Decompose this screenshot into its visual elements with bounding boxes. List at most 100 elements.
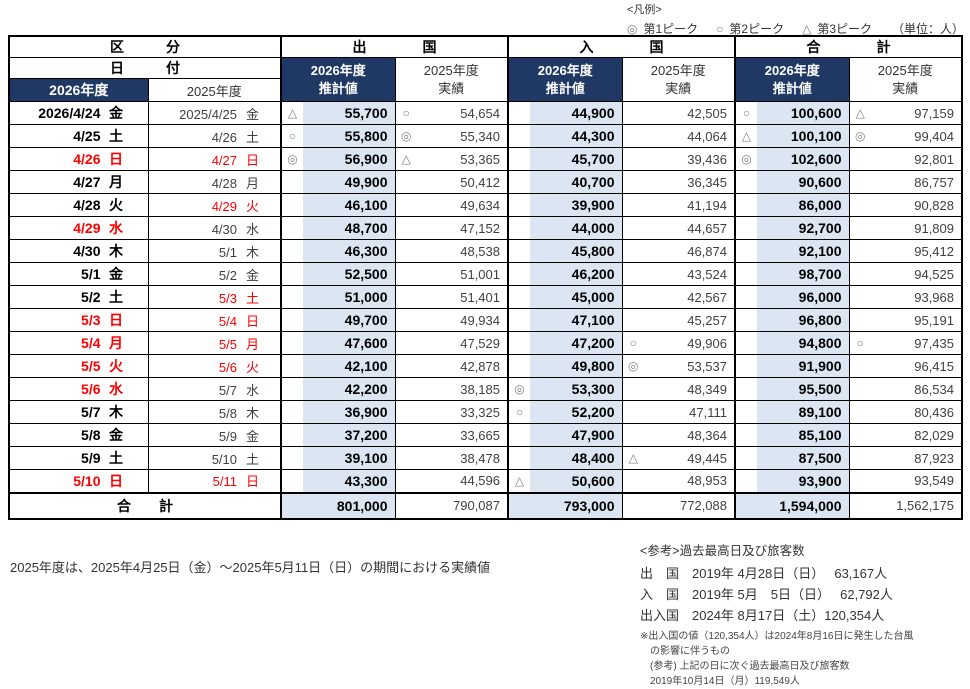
date-2026-cell: 4/26 日	[9, 147, 149, 171]
weekday-text: 土	[245, 290, 259, 306]
peak-symbol	[849, 423, 871, 447]
table-row: 4/25 土 4/26 土 ○ 55,800 ◎ 55,340 44,300 44,064 △ 100…	[9, 124, 963, 148]
peak-symbol: ◎	[735, 147, 757, 171]
peak-symbol: △	[622, 446, 644, 470]
peak-symbol	[395, 354, 417, 378]
date-2026-cell: 5/1 金	[9, 262, 149, 286]
date-2026-cell: 5/5 火	[9, 354, 149, 378]
table-row: 5/4 月 5/5 月 47,600 47,529 47,200 ○ 49,906 94,800 ○…	[9, 331, 963, 355]
estimate-value-cell: 50,600	[530, 469, 623, 493]
estimate-value-cell: 49,700	[303, 308, 396, 332]
weekday-text: 金	[109, 266, 123, 282]
estimate-value-cell: 37,200	[303, 423, 396, 447]
peak-symbol	[508, 239, 530, 263]
date-2026-cell: 4/29 水	[9, 216, 149, 240]
arrival-actual-header: 2025年度 実績	[622, 57, 736, 102]
date-text: 5/8	[218, 405, 237, 421]
peak-symbol	[622, 308, 644, 332]
table-row: 5/5 火 5/6 火 42,100 42,878 49,800 ◎ 53,537 91,900 9…	[9, 354, 963, 378]
date-2026-cell: 5/3 日	[9, 308, 149, 332]
date-2026-cell: 5/7 木	[9, 400, 149, 424]
date-text: 5/1	[81, 266, 101, 282]
act-header-line2: 実績	[665, 80, 692, 96]
actual-value-cell: 41,194	[644, 193, 736, 217]
estimate-value-cell: 55,800	[303, 124, 396, 148]
table-row: 5/8 金 5/9 金 37,200 33,665 47,900 48,364 85,100 82…	[9, 423, 963, 447]
peak-symbol	[735, 469, 757, 493]
date-2026-cell: 5/2 土	[9, 285, 149, 309]
total-label: 合 計	[9, 491, 282, 519]
date-2025-cell: 4/26 土	[148, 124, 282, 148]
date-2026-cell: 2026/4/24 金	[9, 101, 149, 125]
date-2025-cell: 5/2 金	[148, 262, 282, 286]
date-2026-cell: 5/6 水	[9, 377, 149, 401]
header-row-date: 日 付 2026年度 推計値 2025年度 実績 2026年度 推計値 2025年度実…	[9, 57, 963, 102]
table-row: 4/27 月 4/28 月 49,900 50,412 40,700 36,345 90,600…	[9, 170, 963, 194]
peak-symbol: ○	[508, 400, 530, 424]
peak-symbol	[622, 469, 644, 493]
peak-symbol: ◎	[849, 124, 871, 148]
actual-value-cell: 47,111	[644, 400, 736, 424]
estimate-value-cell: 40,700	[530, 170, 623, 194]
peak-symbol	[622, 262, 644, 286]
legend-items: ◎ 第1ピーク ○ 第2ピーク △ 第3ピーク （単位：人）	[627, 20, 964, 37]
date-text: 4/25	[73, 128, 101, 144]
actual-value-cell: 80,436	[871, 400, 963, 424]
actual-value-cell: 94,525	[871, 262, 963, 286]
date-2025-cell: 4/27 日	[148, 147, 282, 171]
estimate-value-cell: 98,700	[757, 262, 850, 286]
estimate-value-cell: 52,200	[530, 400, 623, 424]
actual-value-cell: 55,340	[417, 124, 509, 148]
peak-symbol	[622, 400, 644, 424]
peak-symbol	[508, 147, 530, 171]
peak-symbol	[508, 285, 530, 309]
peak-symbol	[735, 308, 757, 332]
peak-symbol	[395, 331, 417, 355]
actual-value-cell: 50,412	[417, 170, 509, 194]
peak-symbol	[622, 239, 644, 263]
legend-item-label: 第2ピーク	[729, 22, 785, 36]
table-row: 5/1 金 5/2 金 52,500 51,001 46,200 43,524 98,700 94…	[9, 262, 963, 286]
weekday-text: 木	[245, 405, 259, 421]
actual-value-cell: 53,365	[417, 147, 509, 171]
actual-value-cell: 95,412	[871, 239, 963, 263]
peak-symbol	[508, 446, 530, 470]
estimate-value-cell: 42,100	[303, 354, 396, 378]
legend-item-peak2: ○ 第2ピーク	[716, 20, 784, 37]
actual-value-cell: 44,064	[644, 124, 736, 148]
peak-symbol	[849, 354, 871, 378]
estimate-value-cell: 92,700	[757, 216, 850, 240]
est-header-line2: 推計値	[545, 80, 585, 96]
estimate-value-cell: 100,100	[757, 124, 850, 148]
peak-symbol	[735, 400, 757, 424]
peak-symbol	[395, 377, 417, 401]
date-2026-cell: 5/8 金	[9, 423, 149, 447]
actual-value-cell: 92,801	[871, 147, 963, 171]
peak-symbol	[849, 216, 871, 240]
peak-symbol	[849, 193, 871, 217]
actual-value-cell: 49,934	[417, 308, 509, 332]
peak-symbol	[395, 170, 417, 194]
date-text: 4/26	[73, 151, 101, 167]
date-text: 4/27	[211, 152, 237, 168]
peak-symbol: ○	[281, 124, 303, 148]
peak-symbol	[281, 423, 303, 447]
estimate-value-cell: 46,300	[303, 239, 396, 263]
legend-item-peak1: ◎ 第1ピーク	[627, 20, 698, 37]
estimate-value-cell: 44,300	[530, 124, 623, 148]
peak-symbol	[508, 216, 530, 240]
weekday-text: 月	[245, 336, 259, 352]
estimate-value-cell: 90,600	[757, 170, 850, 194]
actual-value-cell: 33,665	[417, 423, 509, 447]
peak-symbol	[281, 377, 303, 401]
date-2026-cell: 4/28 火	[9, 193, 149, 217]
actual-value-cell: 86,757	[871, 170, 963, 194]
weekday-text: 日	[245, 313, 259, 329]
estimate-value-cell: 52,500	[303, 262, 396, 286]
peak-symbol	[849, 446, 871, 470]
estimate-value-cell: 92,100	[757, 239, 850, 263]
estimate-value-cell: 87,500	[757, 446, 850, 470]
peak-symbol	[395, 239, 417, 263]
weekday-text: 木	[109, 404, 123, 420]
actual-value-cell: 42,567	[644, 285, 736, 309]
